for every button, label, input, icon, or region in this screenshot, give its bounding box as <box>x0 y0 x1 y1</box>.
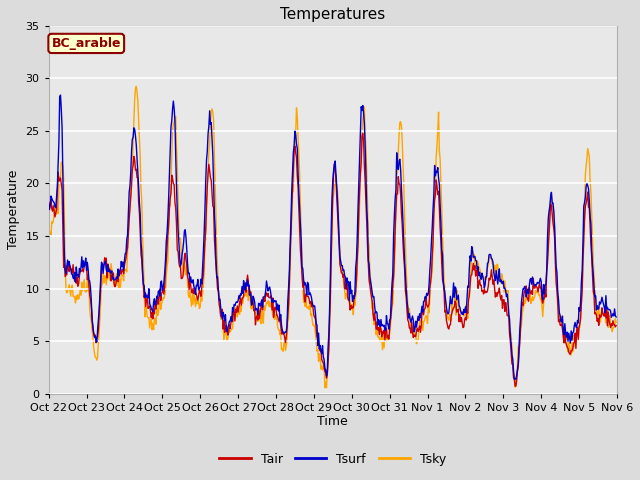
Tsky <box>172 114 180 120</box>
Tair <box>403 294 410 300</box>
Tsurf <box>511 376 518 382</box>
Tsky <box>420 319 428 324</box>
Tair <box>359 131 367 136</box>
Tsky <box>113 273 121 278</box>
Tair <box>612 323 620 328</box>
Tsurf <box>403 286 410 292</box>
Line: Tsurf: Tsurf <box>49 95 616 379</box>
Tsky <box>202 237 209 242</box>
Tsurf <box>45 200 52 206</box>
Tsurf <box>55 139 63 144</box>
Line: Tsky: Tsky <box>49 86 616 388</box>
Tsurf <box>419 309 427 315</box>
Tsky <box>403 283 411 289</box>
Tsurf <box>172 154 180 159</box>
X-axis label: Time: Time <box>317 415 348 429</box>
Text: BC_arable: BC_arable <box>51 37 121 50</box>
Tair <box>201 239 209 244</box>
Tsurf <box>202 179 209 184</box>
Tair <box>419 306 427 312</box>
Title: Temperatures: Temperatures <box>280 7 385 22</box>
Legend: Tair, Tsurf, Tsky: Tair, Tsurf, Tsky <box>214 448 451 471</box>
Tsurf <box>57 92 65 98</box>
Tsky <box>55 181 63 187</box>
Tsurf <box>612 314 620 320</box>
Tair <box>113 277 121 283</box>
Tsky <box>132 84 140 89</box>
Line: Tair: Tair <box>49 133 616 386</box>
Y-axis label: Temperature: Temperature <box>7 170 20 250</box>
Tsky <box>612 320 620 325</box>
Tsky <box>45 235 52 241</box>
Tair <box>45 205 52 211</box>
Tsurf <box>115 266 122 272</box>
Tair <box>55 178 63 184</box>
Tair <box>512 384 520 389</box>
Tsky <box>323 385 330 391</box>
Tair <box>171 199 179 205</box>
